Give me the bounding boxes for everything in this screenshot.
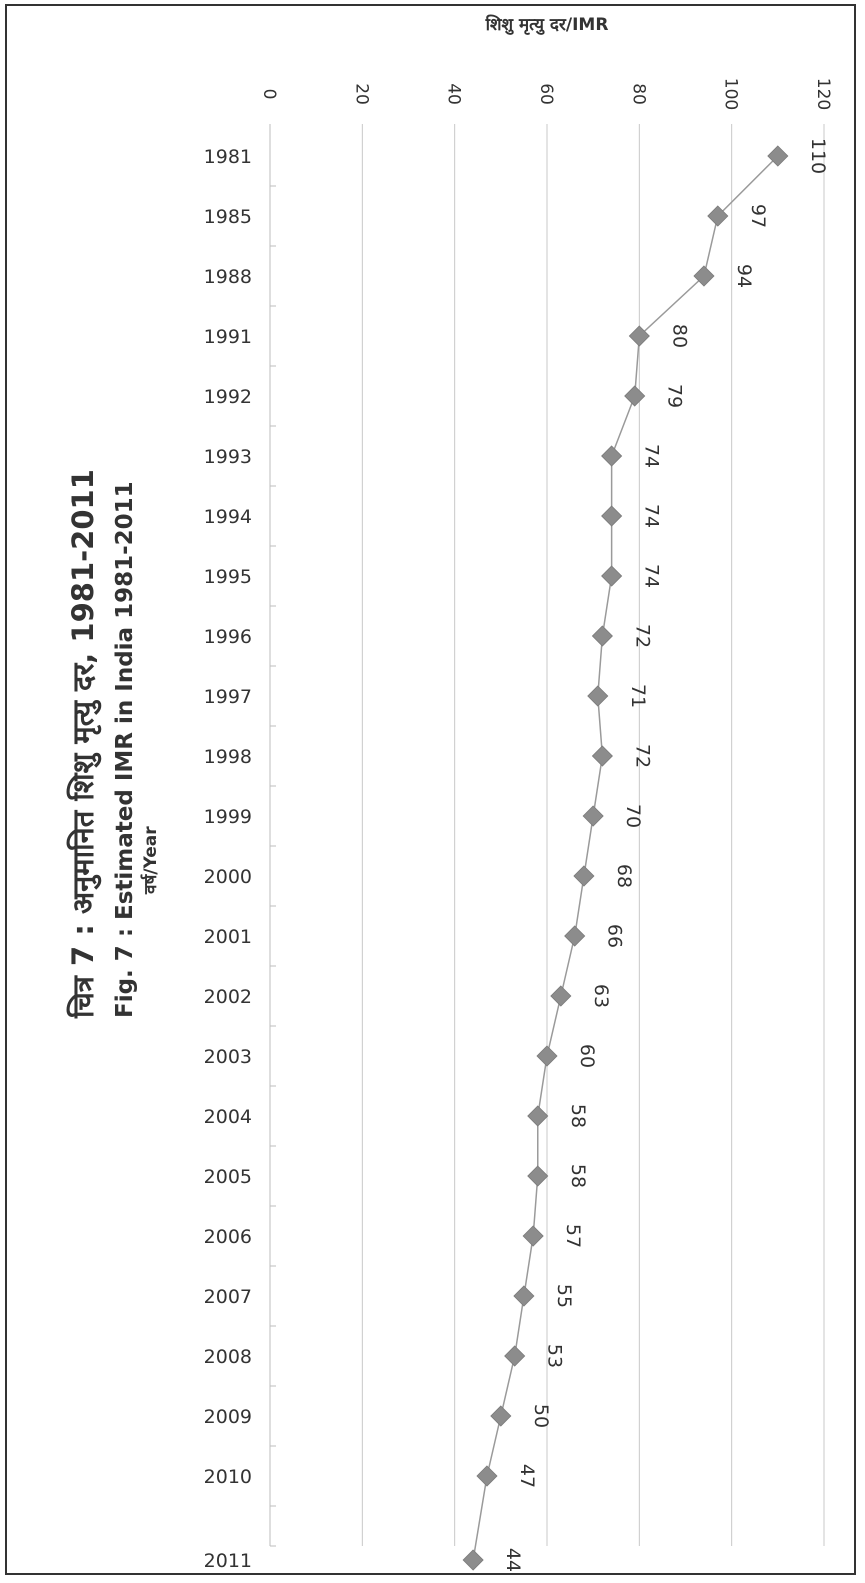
- value-tick-label: 20: [351, 83, 371, 105]
- data-label: 44: [502, 1548, 524, 1572]
- value-tick-label: 60: [536, 83, 556, 105]
- data-point: [476, 1465, 498, 1487]
- data-label: 79: [664, 384, 686, 408]
- data-point: [624, 385, 646, 407]
- y-axis-title: शिशु मृत्यु दर/IMR: [485, 14, 609, 35]
- data-label: 110: [807, 138, 829, 174]
- year-tick-label: 1994: [204, 506, 252, 528]
- year-tick-label: 1996: [204, 626, 252, 648]
- year-tick-label: 2000: [204, 866, 252, 888]
- data-point: [582, 805, 604, 827]
- imr-line-chart: 0 20 40 60 80 100 120 1981 1985 1988 1991 1992 1993 1…: [66, 14, 833, 1572]
- gridlines: [361, 124, 825, 1546]
- data-label: 58: [567, 1104, 589, 1128]
- data-label: 74: [641, 504, 663, 528]
- data-point: [527, 1165, 549, 1187]
- data-point: [564, 925, 586, 947]
- data-label: 94: [733, 264, 755, 288]
- year-tick-label: 1995: [204, 566, 252, 588]
- data-point: [591, 625, 613, 647]
- data-label: 71: [627, 684, 649, 708]
- year-tick-label: 1981: [204, 146, 252, 168]
- value-tick-label: 80: [628, 83, 648, 105]
- data-point: [591, 745, 613, 767]
- data-point: [601, 505, 623, 527]
- axes: 0 20 40 60 80 100 120 1981 1985 1988 1991 1992 1993 1…: [204, 78, 833, 1572]
- year-tick-label: 2010: [204, 1466, 252, 1488]
- data-point: [601, 565, 623, 587]
- data-point: [504, 1345, 526, 1367]
- chart-title: चित्र 7 : अनुमानित शिशु मृत्यु दर, 1981-…: [66, 469, 102, 1019]
- imr-series: [462, 145, 789, 1571]
- year-tick-label: 1992: [204, 386, 252, 408]
- value-tick-label: 100: [721, 78, 741, 110]
- data-label: 55: [553, 1284, 575, 1308]
- x-axis-title: वर्ष/Year: [140, 826, 161, 895]
- year-tick-label: 2011: [204, 1550, 252, 1572]
- data-label: 57: [562, 1224, 584, 1248]
- data-label: 68: [613, 864, 635, 888]
- year-tick-label: 2005: [204, 1166, 252, 1188]
- data-label: 74: [641, 564, 663, 588]
- data-point: [527, 1105, 549, 1127]
- data-point: [767, 145, 789, 167]
- data-labels: 110 97 94 80 79 74 74 74 72 71 72 70 68 66 63 60 58 58 57 5…: [502, 138, 829, 1572]
- chart-text: चित्र 7 : अनुमानित शिशु मृत्यु दर, 1981-…: [66, 14, 608, 1019]
- data-point: [693, 265, 715, 287]
- data-label: 63: [590, 984, 612, 1008]
- data-label: 80: [668, 324, 690, 348]
- year-tick-label: 2007: [204, 1286, 252, 1308]
- year-tick-label: 1997: [204, 686, 252, 708]
- data-point: [536, 1045, 558, 1067]
- data-point: [522, 1225, 544, 1247]
- data-label: 97: [747, 204, 769, 228]
- value-tick-label: 0: [259, 89, 279, 100]
- data-point: [462, 1549, 484, 1571]
- year-tick-label: 2004: [204, 1106, 252, 1128]
- year-tick-label: 2009: [204, 1406, 252, 1428]
- data-point: [628, 325, 650, 347]
- data-label: 66: [604, 924, 626, 948]
- data-label: 60: [576, 1044, 598, 1068]
- data-point: [587, 685, 609, 707]
- data-label: 58: [567, 1164, 589, 1188]
- data-label: 50: [530, 1404, 552, 1428]
- data-label: 70: [622, 804, 644, 828]
- data-point: [573, 865, 595, 887]
- chart-frame: 0 20 40 60 80 100 120 1981 1985 1988 1991 1992 1993 1…: [5, 4, 856, 1575]
- year-tick-label: 2001: [204, 926, 252, 948]
- year-tick-label: 2002: [204, 986, 252, 1008]
- year-tick-label: 1993: [204, 446, 252, 468]
- year-tick-label: 2008: [204, 1346, 252, 1368]
- data-point: [601, 445, 623, 467]
- data-label: 53: [544, 1344, 566, 1368]
- year-tick-label: 2003: [204, 1046, 252, 1068]
- value-tick-label: 120: [813, 78, 833, 110]
- imr-series-line: [472, 155, 779, 1561]
- data-label: 47: [516, 1464, 538, 1488]
- data-label: 72: [631, 624, 653, 648]
- data-point: [707, 205, 729, 227]
- year-tick-label: 2006: [204, 1226, 252, 1248]
- data-label: 74: [641, 444, 663, 468]
- year-tick-label: 1991: [204, 326, 252, 348]
- year-tick-label: 1988: [204, 266, 252, 288]
- data-point: [550, 985, 572, 1007]
- data-label: 72: [631, 744, 653, 768]
- year-tick-label: 1998: [204, 746, 252, 768]
- year-tick-label: 1985: [204, 206, 252, 228]
- chart-subtitle: Fig. 7 : Estimated IMR in India 1981-201…: [112, 481, 138, 1018]
- data-point: [513, 1285, 535, 1307]
- year-tick-label: 1999: [204, 806, 252, 828]
- data-point: [490, 1405, 512, 1427]
- value-tick-label: 40: [444, 83, 464, 105]
